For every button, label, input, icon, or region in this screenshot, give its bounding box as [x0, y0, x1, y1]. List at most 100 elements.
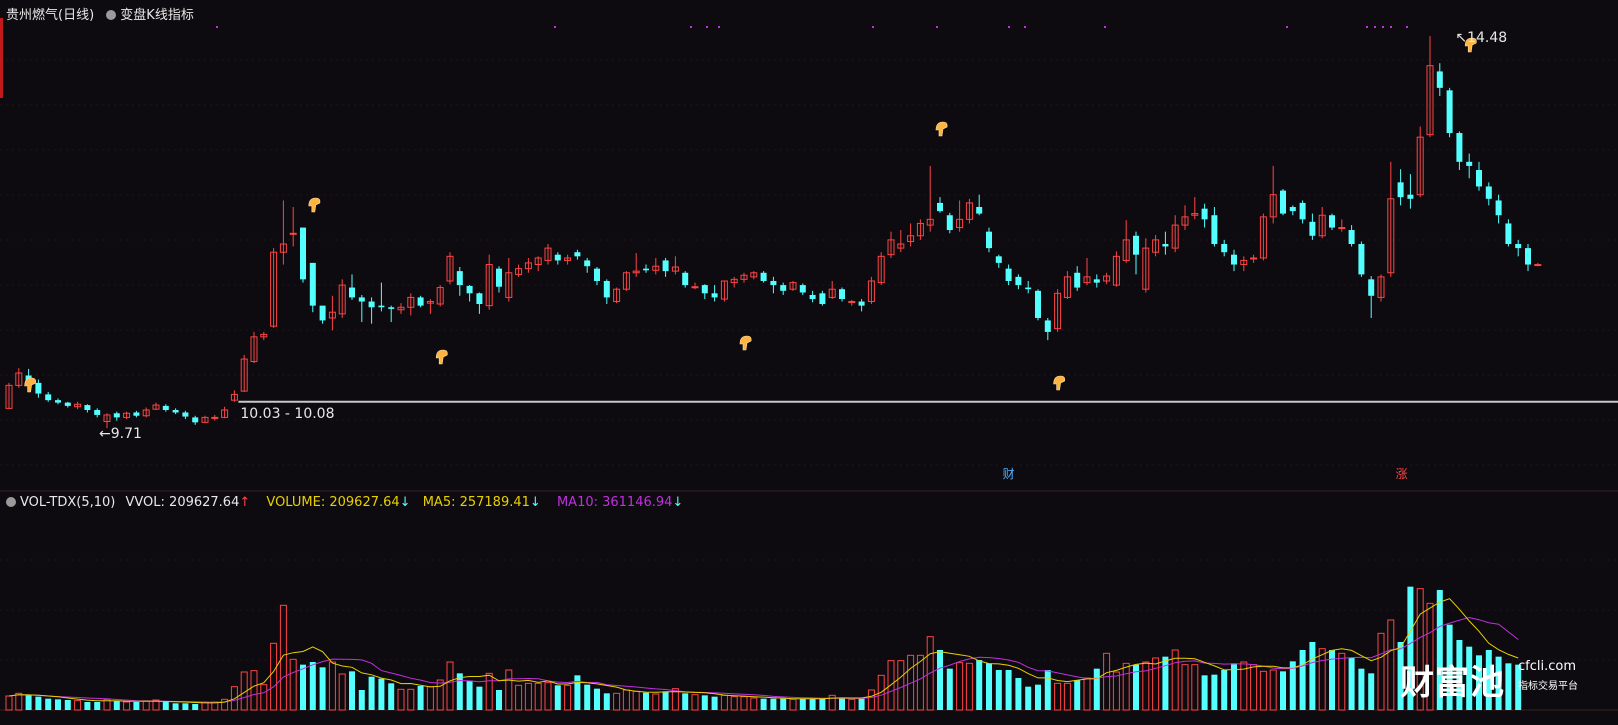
candle-body-down: [1358, 244, 1365, 275]
candle-body-up: [279, 243, 287, 253]
candle-body-up: [622, 272, 630, 290]
watermark: 财富池 cfcli.com 指标交易平台: [1400, 655, 1578, 704]
candle-body-down: [809, 294, 816, 300]
candle-body-down: [319, 305, 326, 321]
volume-bar-up: [897, 660, 905, 711]
candle-body-up: [240, 358, 248, 392]
candle-body-down: [839, 289, 845, 300]
vvol-arrow-icon: ↑: [239, 495, 251, 510]
candle-body-down: [1397, 182, 1404, 198]
volume-bar-down: [162, 702, 169, 710]
volume-bar-down: [1309, 642, 1316, 710]
volume-bar-down: [1358, 668, 1365, 710]
volume-bar-down: [603, 693, 610, 710]
signal-dots: [216, 26, 1408, 28]
settings-dot-icon[interactable]: [106, 10, 117, 20]
candle-body-up: [1122, 239, 1130, 261]
candle-body-down: [1093, 279, 1100, 283]
candle-body-down: [496, 268, 502, 287]
volume-bar-up: [74, 700, 82, 711]
candle-body-up: [211, 416, 219, 419]
signal-top-icon: [935, 121, 948, 137]
left-accent-bar: [0, 18, 3, 98]
volume-bar-down: [1162, 656, 1169, 710]
volume-bar-down: [770, 698, 777, 710]
candle-body-up: [1240, 259, 1248, 266]
candle-body-down: [55, 400, 61, 403]
candle-body-up: [534, 257, 542, 266]
signal-bottom-icon: [435, 349, 448, 365]
indicator-name[interactable]: 变盘K线指标: [120, 8, 194, 23]
volume-bar-down: [574, 675, 581, 710]
candle-body-up: [1152, 239, 1160, 253]
candle-body-down: [1329, 215, 1335, 228]
volume-bar-up: [828, 694, 836, 711]
signal-dot: [1286, 26, 1288, 28]
candle-body-up: [691, 286, 699, 289]
candle-body-up: [426, 301, 434, 304]
volume-indicator-name[interactable]: VOL-TDX(5,10): [20, 495, 116, 510]
volume-bar-down: [476, 686, 483, 710]
volume-bar-down: [133, 702, 140, 710]
candle-body-down: [1231, 254, 1237, 265]
signal-bottom-icon: [739, 335, 752, 351]
volume-bar-down: [1044, 670, 1051, 710]
pointer-icon: [739, 335, 752, 351]
volume-bar-up: [289, 658, 297, 711]
grid-lines: [0, 59, 1618, 661]
pointer-icon: [1464, 37, 1477, 53]
candle-body-up: [1377, 276, 1385, 298]
settings-dot-icon[interactable]: [6, 497, 16, 507]
volume-bar-down: [711, 696, 718, 710]
candle-body-down: [378, 305, 385, 308]
candle-body-up: [916, 222, 924, 237]
candle-body-down: [986, 231, 992, 249]
volume-bar-up: [1259, 670, 1267, 711]
stock-title[interactable]: 贵州燃气(日线): [6, 8, 95, 23]
volume-bar-down: [760, 698, 767, 710]
volume-bar-up: [270, 642, 278, 711]
volume-bar-down: [662, 691, 669, 710]
marker-cai: 财: [1003, 467, 1015, 481]
candle-body-up: [926, 218, 934, 226]
volume-bar-down: [1446, 624, 1453, 710]
volume-bar-down: [1299, 650, 1306, 710]
candle-body-down: [711, 293, 718, 298]
volume-bar-up: [1122, 662, 1130, 711]
candle-body-down: [574, 252, 581, 257]
volume-bar-down: [809, 698, 816, 710]
candle-body-down: [309, 262, 316, 306]
candle-body-up: [1142, 247, 1150, 290]
volume-bar-up: [103, 698, 111, 711]
volume-bar-down: [309, 662, 316, 710]
volume-bar-up: [260, 684, 268, 711]
volume-bar-down: [1495, 656, 1502, 710]
candle-body-down: [456, 271, 463, 286]
candle-body-up: [632, 270, 640, 274]
volume-bar-up: [446, 661, 454, 711]
volume-bar-up: [877, 674, 885, 711]
candle-body-up: [1054, 292, 1062, 330]
vvol-value: VVOL: 209627.64: [125, 495, 240, 510]
signal-dot: [1374, 26, 1376, 28]
volume-bar-up: [426, 686, 434, 711]
volume-bar-up: [1377, 632, 1385, 711]
volume-bar-up: [720, 694, 728, 711]
volume-bar-up: [505, 669, 513, 711]
signal-bottom-icon: [1053, 375, 1066, 391]
volume-bar-up: [750, 697, 758, 711]
volume-bar-down: [378, 678, 385, 710]
volume-bar-down: [300, 664, 306, 710]
volume-bar-down: [1466, 646, 1473, 710]
volume-bar-up: [965, 662, 973, 711]
volume-bar-up: [1338, 652, 1346, 711]
candle-body-up: [74, 403, 82, 408]
candle-body-down: [1025, 287, 1032, 290]
volume-bar-down: [1093, 668, 1100, 710]
candle-body-up: [485, 264, 493, 307]
candle-body-up: [1387, 198, 1395, 274]
signal-dot: [872, 26, 874, 28]
candle-body-up: [103, 414, 111, 423]
candle-body-up: [965, 202, 973, 220]
